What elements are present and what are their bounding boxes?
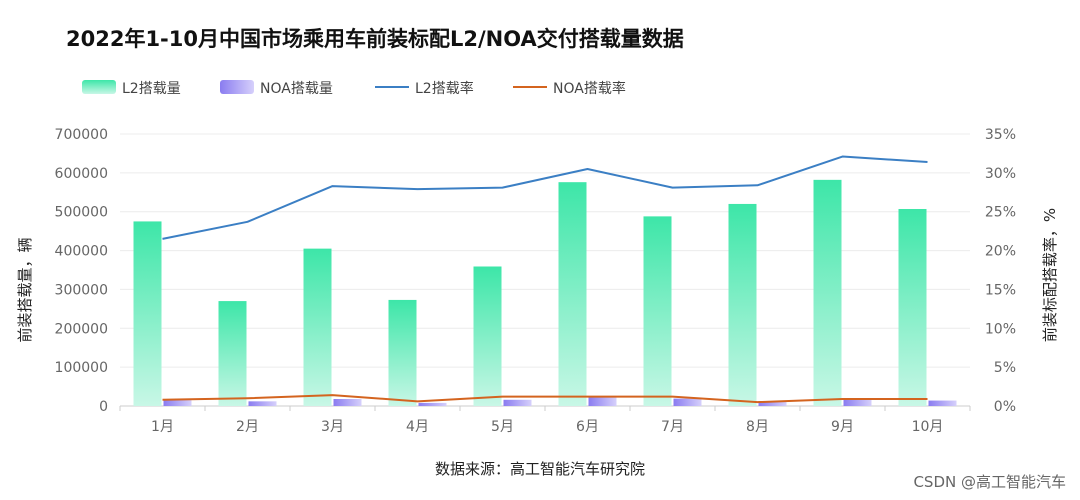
y-tick-label: 300000 [55,282,108,298]
bars [133,179,957,406]
legend-label-noa-rate: NOA搭载率 [553,80,626,97]
bar-noa-count[interactable] [503,399,532,406]
y2-tick-label: 15% [985,282,1016,298]
x-tick-label: 5月 [491,419,514,435]
bar-noa-count[interactable] [843,399,872,406]
x-tick-label: 3月 [321,419,344,435]
x-tick-label: 6月 [576,419,599,435]
y2-tick-label: 0% [994,399,1016,415]
y-tick-label: 500000 [55,205,108,221]
legend-item-noa-count[interactable]: NOA搭载量 [220,80,333,97]
y2-tick-label: 30% [985,166,1016,182]
y2-tick-label: 5% [994,360,1016,376]
bar-noa-count[interactable] [673,398,702,406]
line-l2-rate[interactable] [162,155,928,240]
legend-label-l2-rate: L2搭载率 [415,80,474,97]
bar-noa-count[interactable] [758,401,787,406]
tick-labels: 0 0% 100000 5% 200000 10% 300000 15% 400000 20% 50… [55,127,1016,435]
bar-l2-count[interactable] [303,248,332,406]
y-tick-label: 700000 [55,127,108,143]
watermark: CSDN @高工智能汽车 [913,473,1066,491]
bar-noa-count[interactable] [248,401,277,406]
x-tick-label: 4月 [406,419,429,435]
data-source: 数据来源：高工智能汽车研究院 [435,460,645,478]
y-tick-label: 100000 [55,360,108,376]
y2-tick-label: 35% [985,127,1016,143]
legend-swatch-noa-count [220,80,254,94]
legend-swatch-l2-count [82,80,116,94]
y2-tick-label: 10% [985,321,1016,337]
bar-noa-count[interactable] [163,399,192,406]
legend-label-noa-count: NOA搭载量 [260,81,333,97]
y-tick-label: 0 [99,399,108,415]
legend-label-l2-count: L2搭载量 [122,81,181,97]
y2-axis-label: 前装标配搭载率，% [1041,208,1059,342]
y-axis-label: 前装搭载量，辆 [16,237,34,342]
bar-noa-count[interactable] [333,399,362,406]
x-tick-label: 1月 [151,419,174,435]
bar-noa-count[interactable] [928,400,957,406]
bar-l2-count[interactable] [473,266,502,406]
bar-noa-count[interactable] [418,402,447,406]
x-tick-label: 7月 [661,419,684,435]
y-tick-label: 200000 [55,321,108,337]
x-tick-label: 2月 [236,419,259,435]
x-tick-label: 9月 [831,419,854,435]
lines [162,155,928,404]
bar-l2-count[interactable] [133,221,162,406]
gridlines [119,133,971,411]
chart-title: 2022年1-10月中国市场乘用车前装标配L2/NOA交付搭载量数据 [66,27,684,51]
bar-l2-count[interactable] [558,182,587,406]
y2-tick-label: 25% [985,205,1016,221]
y-tick-label: 400000 [55,244,108,260]
legend: L2搭载量 NOA搭载量 L2搭载率 NOA搭载率 [82,80,626,97]
bar-l2-count[interactable] [218,301,247,406]
x-tick-label: 8月 [746,419,769,435]
legend-item-l2-rate[interactable]: L2搭载率 [375,80,474,97]
legend-item-l2-count[interactable]: L2搭载量 [82,80,181,97]
y2-tick-label: 20% [985,244,1016,260]
y-tick-label: 600000 [55,166,108,182]
line-noa-rate[interactable] [162,394,928,404]
bar-l2-count[interactable] [813,179,842,406]
bar-noa-count[interactable] [588,397,617,406]
bar-l2-count[interactable] [643,216,672,406]
bar-l2-count[interactable] [898,208,927,406]
bar-l2-count[interactable] [728,203,757,406]
legend-item-noa-rate[interactable]: NOA搭载率 [513,80,626,97]
bar-l2-count[interactable] [388,299,417,406]
x-tick-label: 10月 [912,419,944,435]
